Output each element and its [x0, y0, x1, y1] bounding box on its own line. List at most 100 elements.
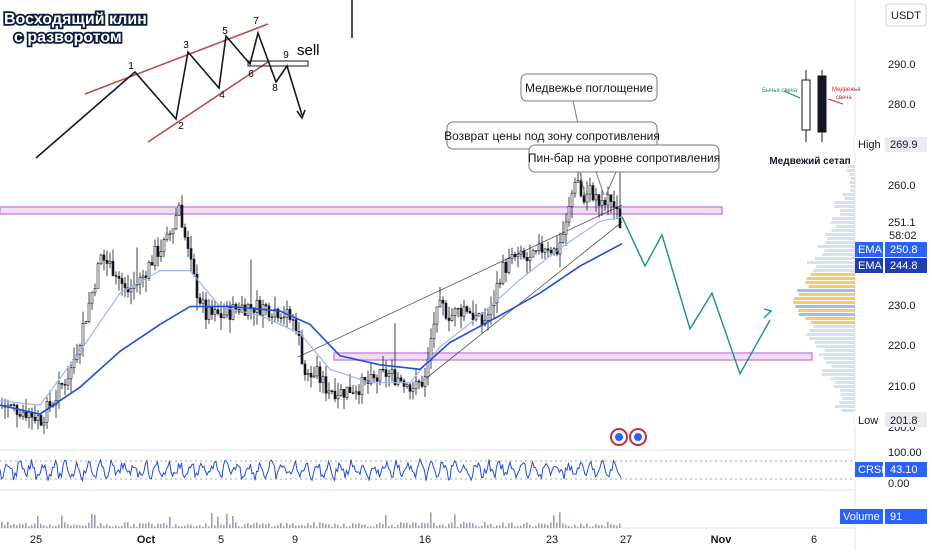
ema-fast-line[interactable]	[0, 216, 623, 406]
volume-bar	[415, 522, 417, 528]
callout-text: Возврат цены под зону сопротивления	[444, 129, 660, 143]
volume-bar	[127, 522, 129, 528]
candle-up	[456, 307, 460, 310]
volume-bar	[19, 523, 21, 528]
volume-profile-bar	[825, 241, 855, 244]
candle-up	[162, 239, 166, 253]
high-value: 269.9	[890, 139, 918, 151]
callout-box	[520, 73, 658, 102]
volume-bar	[538, 523, 540, 528]
currency-badge[interactable]	[885, 3, 927, 27]
time-axis[interactable]: 25 Oct 5 9 16 23 27 Nov 6	[30, 534, 817, 546]
volume-bar	[94, 514, 96, 528]
candle-up	[21, 411, 25, 417]
candle-down	[444, 302, 448, 319]
candle-up	[378, 368, 382, 382]
candle-up	[432, 323, 436, 339]
candle-up	[414, 380, 418, 389]
volume-bar	[478, 526, 480, 528]
volume-profile-bar	[808, 285, 855, 288]
volume-bar	[58, 525, 60, 528]
candle-down	[579, 180, 583, 197]
volume-profile-bar	[793, 297, 855, 300]
candle-down	[546, 248, 550, 251]
resistance-zone[interactable]	[0, 206, 723, 215]
low-value-box	[885, 412, 927, 427]
candle-up	[588, 185, 592, 195]
volume-bar	[271, 526, 273, 528]
volume-bar	[10, 525, 12, 528]
pattern-point-6: 6	[248, 69, 254, 80]
pattern-point-1: 1	[128, 61, 134, 72]
price-axis[interactable]: USDT 290.0 280.0 260.0 251.1 230.0 220.0…	[840, 3, 927, 524]
volume-bar	[442, 524, 444, 528]
callout-return-below-resistance[interactable]: Возврат цены под зону сопротивления	[444, 121, 660, 201]
candle-up	[42, 421, 46, 426]
volume-bar	[604, 526, 606, 528]
candle-up	[84, 321, 88, 324]
callout-bearish-engulfing[interactable]: Медвежье поглощение	[520, 73, 658, 156]
high-label: High	[858, 139, 881, 151]
wedge-lower-line[interactable]	[423, 221, 623, 381]
ema-slow-line[interactable]	[0, 242, 623, 415]
candle-up	[354, 391, 358, 394]
volume-bar	[439, 524, 441, 528]
volume-bar	[265, 524, 267, 528]
volume-profile-bar	[798, 293, 855, 296]
candle-up	[315, 366, 319, 377]
support-zone[interactable]	[333, 352, 813, 361]
volume-bar	[46, 526, 48, 528]
volume-profile-bar	[839, 401, 855, 404]
low-label: Low	[858, 415, 878, 427]
volume-label: Volume	[843, 511, 880, 523]
volume-bar	[457, 526, 459, 528]
candle-up	[387, 373, 391, 377]
candle-down	[279, 317, 283, 319]
volume-bar	[547, 524, 549, 528]
bull-candle-label: Бычья свеча	[762, 88, 798, 94]
event-icons[interactable]	[610, 428, 647, 446]
volume-profile-bar	[842, 193, 855, 196]
volume-profile-bar	[833, 201, 855, 204]
crsi-line[interactable]	[0, 457, 622, 483]
volume-bar	[319, 522, 321, 528]
volume-profile-bar	[840, 209, 855, 212]
volume-bar	[67, 524, 69, 528]
candle-up	[585, 193, 589, 203]
volume-profile-bar	[810, 321, 855, 324]
candle-down	[39, 415, 43, 426]
ema-slow-value: 244.8	[890, 260, 918, 272]
ema-fast-label: EMA	[858, 244, 883, 256]
volume-profile-bar	[834, 405, 855, 408]
callout-box	[528, 144, 720, 173]
volume-profile-bar	[824, 349, 855, 352]
volume-profile-bar	[798, 313, 855, 316]
volume-bar	[304, 525, 306, 528]
callout-pin-bar[interactable]: Пин-бар на уровне сопротивления	[528, 144, 720, 196]
volume-bar	[208, 526, 210, 528]
volume-bar	[481, 526, 483, 528]
volume-bar	[316, 526, 318, 528]
candle-up	[327, 390, 331, 394]
volume-bar	[493, 526, 495, 528]
volume-profile-bar	[793, 301, 855, 304]
volume-bar	[157, 523, 159, 528]
candle-up	[564, 221, 568, 235]
volume-bar	[226, 514, 228, 528]
wedge-upper-line[interactable]	[297, 204, 623, 358]
candle-up	[531, 250, 535, 258]
candle-down	[333, 390, 337, 400]
time-tick: Nov	[711, 534, 733, 546]
volume-bar	[175, 524, 177, 528]
candle-down	[408, 384, 412, 392]
volume-bar	[196, 525, 198, 528]
volume-bar	[277, 525, 279, 528]
candle-down	[399, 377, 403, 382]
projection-path[interactable]	[621, 216, 771, 376]
volume-bar	[583, 525, 585, 528]
volume-bar	[451, 522, 453, 528]
candle-up	[594, 194, 598, 201]
volume-profile-bar	[849, 189, 855, 192]
